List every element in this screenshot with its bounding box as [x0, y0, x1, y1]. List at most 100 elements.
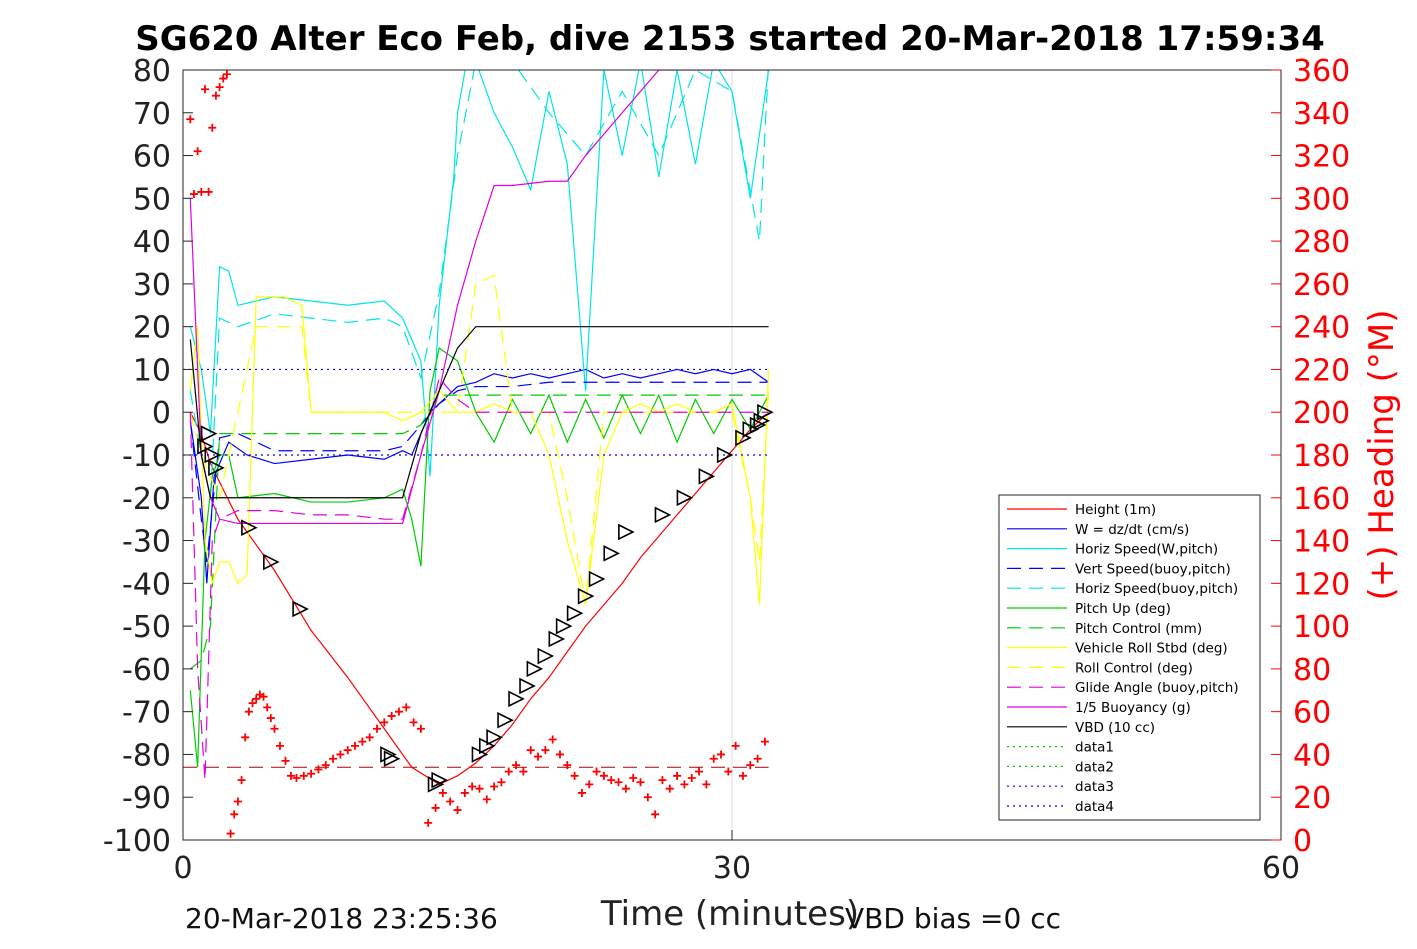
- vbd-bias-footer: VBD bias =0 cc: [845, 902, 1061, 935]
- heading-point-17: [248, 699, 257, 708]
- heading-point-21: [263, 703, 272, 712]
- heading-point-6: [208, 123, 217, 132]
- legend-label-2: Horiz Speed(W,pitch): [1075, 542, 1218, 558]
- dive-marker-8: [383, 750, 401, 768]
- x-axis-label: Time (minutes): [600, 894, 859, 934]
- heading-point-62: [548, 735, 557, 744]
- heading-point-78: [665, 784, 674, 793]
- heading-point-7: [211, 91, 220, 100]
- dive-marker-19: [548, 630, 566, 648]
- dive-marker-1: [200, 425, 218, 442]
- y2-tick-label-4: 280: [1293, 225, 1350, 260]
- legend-label-4: Horiz Speed(buoy,pitch): [1075, 581, 1238, 597]
- heading-point-90: [753, 754, 762, 763]
- heading-point-2: [193, 147, 202, 156]
- heading-point-16: [244, 707, 253, 716]
- heading-point-33: [336, 750, 345, 759]
- y2-tick-label-18: 0: [1293, 824, 1312, 859]
- legend-label-13: data2: [1075, 759, 1114, 775]
- dive-marker-18: [537, 647, 555, 665]
- heading-point-42: [402, 703, 411, 712]
- heading-point-54: [490, 782, 499, 791]
- dive-marker-17: [526, 660, 544, 678]
- y-tick-label-1: 70: [133, 97, 171, 132]
- dive-marker-24: [603, 545, 621, 562]
- heading-point-15: [241, 733, 250, 742]
- y-tick-label-2: 60: [133, 140, 171, 175]
- y2-tick-label-9: 180: [1293, 439, 1350, 474]
- legend-label-7: Vehicle Roll Stbd (deg): [1075, 641, 1228, 657]
- series-line-6: [189, 394, 769, 670]
- series-line-7: [189, 296, 770, 605]
- heading-point-52: [475, 784, 484, 793]
- dive-marker-29: [716, 446, 734, 464]
- dive-marker-10: [431, 771, 448, 789]
- chart-title: SG620 Alter Eco Feb, dive 2153 started 2…: [135, 19, 1325, 59]
- heading-point-22: [266, 714, 275, 723]
- y-tick-label-11: -30: [122, 525, 171, 560]
- heading-point-34: [343, 746, 352, 755]
- heading-point-31: [321, 761, 330, 770]
- heading-point-18: [252, 694, 261, 703]
- heading-point-50: [460, 788, 469, 797]
- heading-point-51: [468, 782, 477, 791]
- dive-marker-34: [757, 403, 774, 421]
- y-tick-label-0: 80: [133, 54, 171, 89]
- heading-point-48: [446, 797, 455, 806]
- dive-marker-7: [380, 746, 397, 763]
- heading-point-46: [431, 803, 440, 812]
- heading-point-8: [215, 83, 224, 92]
- series-line-0: [189, 411, 770, 786]
- dive-marker-4: [241, 519, 258, 537]
- legend-label-12: data1: [1075, 740, 1114, 756]
- dive-marker-14: [497, 711, 514, 729]
- heading-point-74: [636, 778, 645, 787]
- legend-label-10: 1/5 Buoyancy (g): [1075, 700, 1191, 716]
- heading-point-26: [286, 771, 295, 780]
- heading-point-43: [409, 718, 418, 727]
- y-tick-label-6: 20: [133, 311, 171, 346]
- dive-marker-16: [519, 677, 536, 695]
- heading-point-80: [680, 780, 689, 789]
- legend-label-1: W = dz/dt (cm/s): [1075, 522, 1189, 538]
- legend-label-15: data4: [1075, 799, 1114, 815]
- dive-marker-2: [204, 446, 222, 464]
- dive-marker-15: [508, 690, 525, 708]
- dive-marker-3: [208, 459, 225, 477]
- heading-point-27: [292, 773, 301, 782]
- y2-tick-label-11: 140: [1293, 525, 1350, 560]
- heading-point-88: [738, 771, 747, 780]
- legend-label-6: Pitch Control (mm): [1075, 621, 1202, 637]
- y-tick-label-10: -20: [122, 482, 171, 517]
- heading-point-67: [585, 780, 594, 789]
- heading-point-89: [746, 761, 755, 770]
- heading-point-86: [724, 767, 733, 776]
- heading-point-91: [760, 737, 769, 746]
- heading-point-73: [629, 773, 638, 782]
- heading-point-49: [453, 806, 462, 815]
- heading-point-61: [541, 746, 550, 755]
- y-tick-label-18: -100: [103, 824, 171, 859]
- heading-point-1: [189, 190, 198, 199]
- legend-label-0: Height (1m): [1075, 502, 1156, 518]
- dive-marker-26: [654, 506, 672, 524]
- timestamp-footer: 20-Mar-2018 23:25:36: [185, 902, 498, 935]
- dive-marker-25: [618, 523, 635, 541]
- legend: Height (1m) W = dz/dt (cm/s) Horiz Speed(W…: [998, 494, 1261, 821]
- dive-marker-13: [486, 729, 503, 746]
- heading-point-59: [526, 746, 535, 755]
- y-tick-label-5: 30: [133, 268, 171, 303]
- heading-point-13: [233, 797, 242, 806]
- legend-label-8: Roll Control (deg): [1075, 660, 1193, 676]
- y2-tick-label-15: 60: [1293, 696, 1331, 731]
- heading-point-3: [197, 187, 206, 196]
- legend-label-14: data3: [1075, 779, 1114, 795]
- heading-point-5: [204, 187, 213, 196]
- dive-marker-32: [749, 416, 767, 434]
- heading-point-84: [709, 754, 718, 763]
- y2-tick-label-17: 20: [1293, 781, 1331, 816]
- y2-tick-label-3: 300: [1293, 182, 1350, 217]
- right-axis-label: (+) Heading (°M): [1362, 310, 1402, 601]
- heading-point-35: [351, 741, 360, 750]
